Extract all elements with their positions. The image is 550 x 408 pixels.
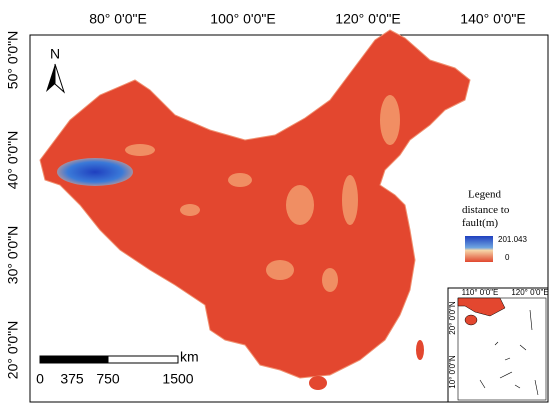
scale-label: 1500 bbox=[162, 371, 193, 387]
lat-label: 20° 0'0"N bbox=[5, 321, 21, 379]
graticule-labels: 80° 0'0"E 100° 0'0"E 120° 0'0"E 140° 0'0… bbox=[5, 11, 526, 379]
inset-lat-label: 20° 0'0"N bbox=[448, 301, 457, 335]
map-frame bbox=[29, 34, 549, 403]
inset-lon-label: 110° 0'0"E bbox=[462, 288, 499, 297]
lon-label: 100° 0'0"E bbox=[210, 11, 275, 27]
scale-bar: km 0 375 750 1500 bbox=[36, 349, 199, 387]
lon-label: 80° 0'0"E bbox=[89, 11, 147, 27]
lon-label: 120° 0'0"E bbox=[335, 11, 400, 27]
inset-map: 110° 0'0"E 120° 0'0"E 20° 0'0"N 10° 0'0"… bbox=[447, 287, 549, 403]
north-label: N bbox=[50, 46, 60, 62]
lat-label: 50° 0'0"N bbox=[5, 31, 21, 89]
scale-label: 750 bbox=[96, 371, 120, 387]
china-map bbox=[39, 29, 471, 390]
lat-label: 30° 0'0"N bbox=[5, 226, 21, 284]
lon-label: 140° 0'0"E bbox=[460, 11, 525, 27]
legend-ramp bbox=[465, 236, 493, 262]
legend-high: 201.043 bbox=[498, 235, 527, 244]
inset-lat-label: 10° 0'0"N bbox=[448, 355, 457, 389]
scale-label: 0 bbox=[36, 371, 44, 387]
legend-field: distance to fault(m) bbox=[462, 204, 510, 229]
legend-field-box: distance to fault(m) bbox=[462, 204, 510, 229]
legend-title: Legend bbox=[468, 189, 501, 201]
legend: Legend distance to fault(m) 201.043 0 bbox=[462, 189, 527, 263]
scale-unit: km bbox=[180, 349, 199, 365]
scale-label: 375 bbox=[60, 371, 84, 387]
legend-low: 0 bbox=[505, 253, 510, 262]
inset-lon-label: 120° 0'0"E bbox=[511, 288, 548, 297]
north-arrow: N bbox=[46, 46, 66, 94]
lat-label: 40° 0'0"N bbox=[5, 131, 21, 189]
